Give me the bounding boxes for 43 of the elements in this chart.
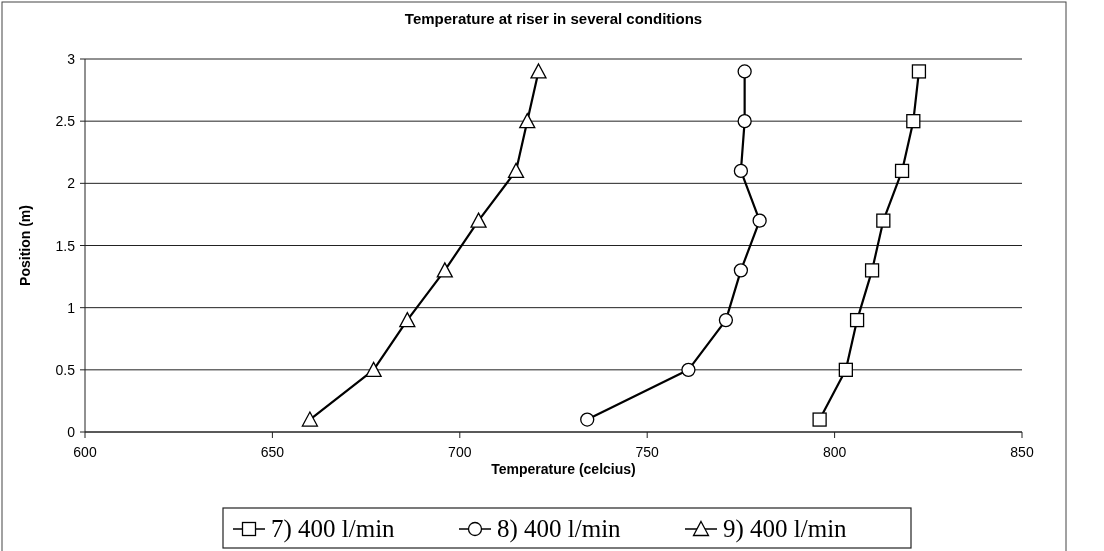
- legend-label: 7) 400 l/min: [271, 515, 396, 543]
- point: [849, 312, 865, 328]
- point: [399, 311, 416, 328]
- y-tick-label: 0: [67, 424, 76, 440]
- point: [838, 362, 853, 377]
- point: [894, 163, 910, 179]
- point: [507, 162, 525, 179]
- y-tick-label: 0.5: [55, 361, 76, 378]
- point: [752, 213, 767, 228]
- point: [681, 362, 696, 377]
- point: [812, 412, 827, 427]
- point: [737, 114, 752, 129]
- y-tick-label: 1: [67, 299, 76, 316]
- legend-label: 8) 400 l/min: [497, 515, 622, 543]
- point: [733, 163, 749, 179]
- y-tick-label: 3: [67, 51, 76, 67]
- x-axis-title: Temperature (celcius): [491, 461, 636, 477]
- chart-title: Temperature at riser in several conditions: [404, 10, 703, 27]
- point: [906, 114, 921, 129]
- x-tick-label: 700: [448, 444, 472, 460]
- y-tick-label: 1.5: [55, 237, 76, 254]
- point: [470, 212, 487, 228]
- x-tick-label: 800: [822, 444, 847, 460]
- point: [876, 213, 891, 228]
- x-tick-label: 650: [260, 444, 285, 460]
- point: [530, 63, 547, 79]
- point: [365, 361, 382, 377]
- point: [737, 64, 752, 79]
- point: [519, 113, 536, 129]
- point: [911, 64, 927, 79]
- legend-label: 9) 400 l/min: [723, 515, 848, 543]
- point: [436, 262, 453, 278]
- point: [580, 412, 595, 427]
- point: [733, 263, 749, 278]
- point: [718, 312, 734, 328]
- x-tick-label: 600: [73, 444, 97, 460]
- x-tick-label: 850: [1010, 444, 1034, 460]
- x-tick-label: 750: [635, 444, 660, 460]
- y-axis-title: Position (m): [17, 205, 33, 286]
- y-tick-label: 2: [67, 175, 76, 192]
- y-tick-label: 2.5: [55, 113, 76, 130]
- point: [301, 411, 319, 427]
- point: [864, 263, 880, 278]
